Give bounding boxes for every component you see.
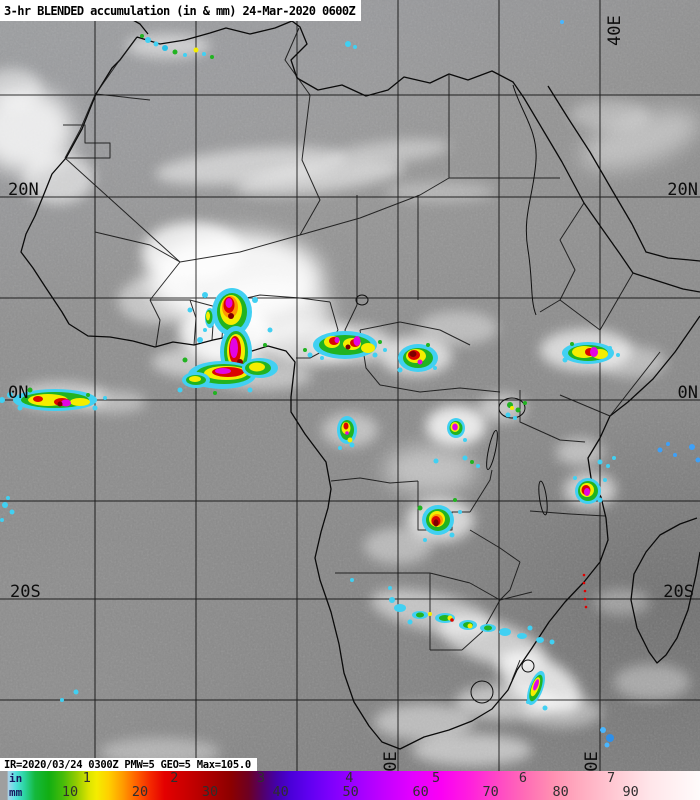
colorbar-tick-in: 5 (432, 770, 441, 786)
map-canvas: 20N 0N 20S 20N 0N 20S 40E 20E 40E (0, 0, 700, 771)
precip-cluster-gabon (337, 416, 357, 450)
lat-label-right-20s: 20S (663, 582, 694, 602)
precip-cluster-chad-car (397, 343, 438, 373)
colorbar-gradient (0, 771, 700, 800)
colorbar-unit-mm: mm (9, 786, 23, 799)
colorbar-tick-in: 6 (518, 770, 527, 786)
precip-band-zimbabwe (388, 586, 555, 645)
colorbar-tick-in: 4 (345, 770, 354, 786)
colorbar-tick-in: 7 (607, 770, 616, 786)
colorbar-tick-in: 2 (170, 770, 179, 786)
colorbar-tick-mm: 10 (61, 784, 79, 800)
data-source-text: IR=2020/03/24 0300Z PMW=5 GEO=5 Max=105.… (4, 758, 251, 771)
precip-cluster-ethiopia (562, 342, 620, 364)
colorbar-tick-mm: 80 (552, 784, 569, 800)
precip-dot (542, 705, 548, 711)
colorbar-row-inches: in 1 2 3 4 5 6 7 (0, 771, 700, 785)
precip-cluster-morocco (140, 20, 564, 59)
lakes-and-enclaves (355, 84, 548, 704)
colorbar-tick-mm: 30 (201, 784, 219, 800)
info-bar: IR=2020/03/24 0300Z PMW=5 GEO=5 Max=105.… (0, 758, 257, 771)
lon-label-bottom-20e: 20E (381, 751, 401, 771)
precip-cluster-zambia (417, 498, 462, 542)
colorbar-tick-in: 3 (257, 770, 266, 786)
graticule-labels: 20N 0N 20S 20N 0N 20S 40E 20E 40E (8, 15, 698, 771)
colorbar-tick-mm: 20 (131, 784, 149, 800)
product-title: 3-hr BLENDED accumulation (in & mm) 24-M… (4, 3, 356, 18)
precip-cluster-uganda-kenya (505, 401, 527, 420)
colorbar-row-mm: mm 10 20 30 40 50 60 70 80 90 (0, 785, 700, 799)
film-grain-texture (0, 0, 700, 771)
lat-label-left-20n: 20N (8, 180, 39, 200)
colorbar-tick-mm: 50 (342, 784, 359, 800)
lat-label-right-0n: 0N (678, 383, 698, 403)
colorbar-tick-mm: 90 (622, 784, 639, 800)
precip-cluster-west-coast (0, 387, 107, 411)
lon-label-bottom-40e: 40E (582, 751, 602, 771)
colorbar-unit-in: in (9, 772, 23, 785)
colorbar-tick-mm: 60 (412, 784, 429, 800)
colorbar-tick-mm: 40 (272, 784, 289, 800)
precip-cluster-drc (447, 418, 467, 442)
colorbar-tick-in: 1 (82, 770, 91, 786)
scattered-blue-dots (0, 442, 700, 748)
precip-cells (0, 20, 700, 748)
lat-label-right-20n: 20N (667, 180, 698, 200)
lon-label-top-40e: 40E (605, 15, 625, 46)
precip-cluster-mozambique (433, 455, 616, 504)
lat-label-left-0n: 0N (8, 383, 28, 403)
red-dotted-track (582, 573, 588, 609)
precip-cluster-nigeria-cameroon (303, 331, 387, 360)
title-bar: 3-hr BLENDED accumulation (in & mm) 24-M… (0, 0, 362, 21)
colorbar-tick-mm: 70 (482, 784, 499, 800)
lat-label-left-20s: 20S (10, 582, 41, 602)
precip-cluster-se-coast (526, 670, 546, 706)
precip-dot (526, 700, 530, 704)
colorbar: in 1 2 3 4 5 6 7 mm 10 20 30 40 50 60 70… (0, 771, 700, 800)
precip-cluster-west-africa (177, 288, 278, 395)
